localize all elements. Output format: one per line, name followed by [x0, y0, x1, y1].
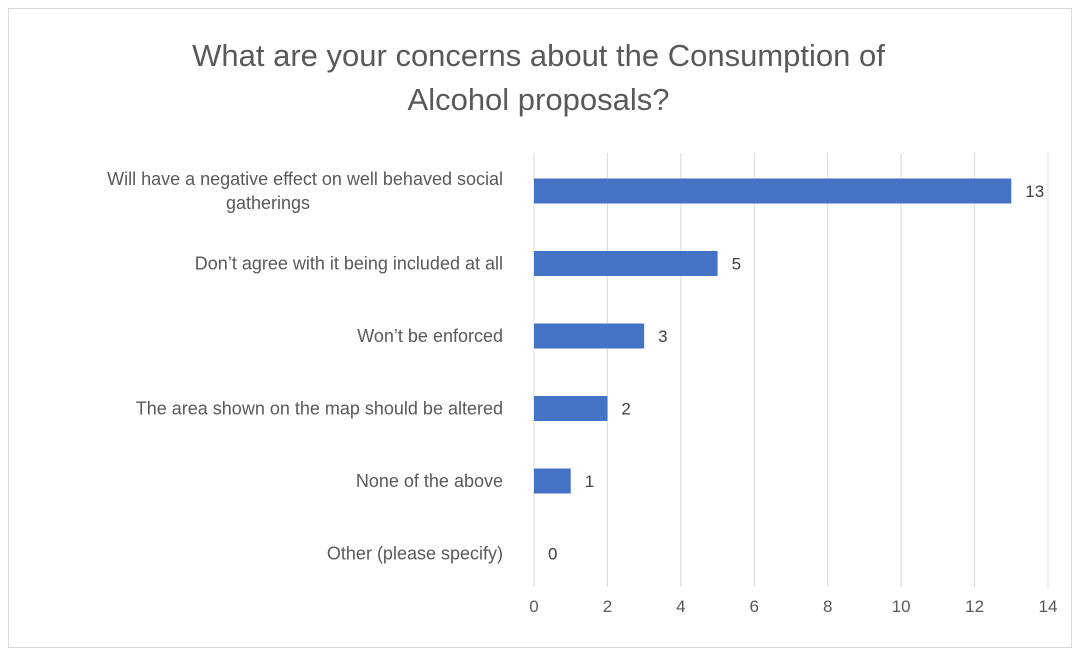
category-label-5: Other (please specify): [327, 544, 503, 564]
category-label-0-line-0: Will have a negative effect on well beha…: [107, 169, 503, 189]
category-label-0-line-1: gatherings: [226, 193, 310, 213]
x-tick-label-4: 8: [823, 597, 832, 616]
x-tick-label-1: 2: [603, 597, 612, 616]
data-label-1: 5: [732, 255, 741, 274]
category-label-4: None of the above: [356, 471, 503, 491]
chart-title-line-1: What are your concerns about the Consump…: [192, 38, 885, 73]
chart-title: What are your concerns about the Consump…: [0, 34, 1077, 122]
data-label-4: 1: [585, 472, 594, 491]
bar-3: [534, 396, 608, 421]
category-label-0: Will have a negative effect on well beha…: [107, 169, 503, 213]
data-label-5: 0: [548, 545, 557, 564]
x-tick-label-5: 10: [892, 597, 911, 616]
x-tick-label-3: 6: [750, 597, 759, 616]
data-label-2: 3: [658, 327, 667, 346]
category-label-3: The area shown on the map should be alte…: [136, 399, 503, 419]
chart-title-line-2: Alcohol proposals?: [407, 82, 670, 117]
bar-4: [534, 468, 571, 494]
x-tick-label-6: 12: [965, 597, 984, 616]
data-label-0: 13: [1025, 182, 1044, 201]
data-label-3: 2: [621, 400, 630, 419]
bar-1: [534, 251, 718, 276]
bar-2: [534, 323, 645, 349]
x-tick-label-0: 0: [529, 597, 538, 616]
category-label-2: Won’t be enforced: [357, 326, 503, 346]
x-tick-label-2: 4: [676, 597, 685, 616]
x-tick-label-7: 14: [1039, 597, 1058, 616]
category-label-1: Don’t agree with it being included at al…: [195, 254, 503, 274]
bar-0: [534, 178, 1012, 204]
